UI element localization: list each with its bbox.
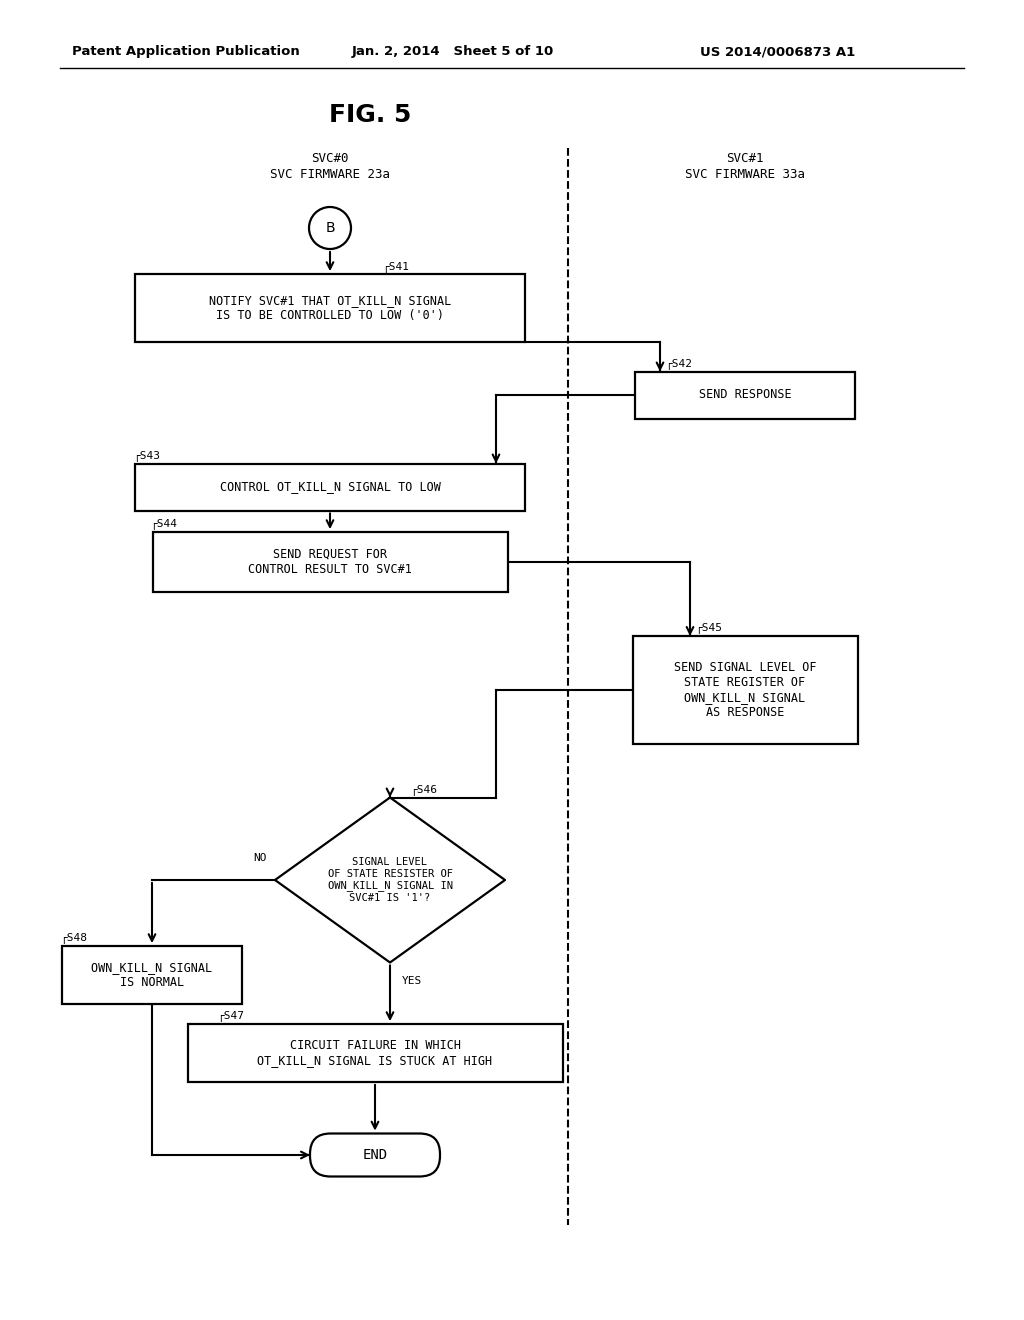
Text: ┌S45: ┌S45 xyxy=(695,623,722,634)
Text: SEND REQUEST FOR
CONTROL RESULT TO SVC#1: SEND REQUEST FOR CONTROL RESULT TO SVC#1 xyxy=(248,548,412,576)
Text: ┌S47: ┌S47 xyxy=(217,1011,245,1022)
Text: B: B xyxy=(326,220,335,235)
FancyBboxPatch shape xyxy=(310,1134,440,1176)
Bar xyxy=(635,371,855,418)
Text: US 2014/0006873 A1: US 2014/0006873 A1 xyxy=(700,45,855,58)
Bar xyxy=(153,532,508,591)
Bar xyxy=(62,946,242,1005)
Bar xyxy=(135,463,525,511)
Bar xyxy=(187,1024,562,1082)
Bar xyxy=(633,636,857,744)
Text: SEND RESPONSE: SEND RESPONSE xyxy=(698,388,792,401)
Text: NOTIFY SVC#1 THAT OT_KILL_N SIGNAL
IS TO BE CONTROLLED TO LOW ('0'): NOTIFY SVC#1 THAT OT_KILL_N SIGNAL IS TO… xyxy=(209,294,452,322)
Text: NO: NO xyxy=(254,853,267,863)
Text: Jan. 2, 2014   Sheet 5 of 10: Jan. 2, 2014 Sheet 5 of 10 xyxy=(352,45,554,58)
Text: ┌S48: ┌S48 xyxy=(60,933,87,944)
Text: SEND SIGNAL LEVEL OF
STATE REGISTER OF
OWN_KILL_N SIGNAL
AS RESPONSE: SEND SIGNAL LEVEL OF STATE REGISTER OF O… xyxy=(674,661,816,719)
Text: OWN_KILL_N SIGNAL
IS NORMAL: OWN_KILL_N SIGNAL IS NORMAL xyxy=(91,961,213,989)
Text: ┌S43: ┌S43 xyxy=(133,450,160,462)
Text: ┌S42: ┌S42 xyxy=(665,359,692,370)
Text: SVC#0: SVC#0 xyxy=(311,152,349,165)
Circle shape xyxy=(309,207,351,249)
Text: END: END xyxy=(362,1148,387,1162)
Text: SIGNAL LEVEL
OF STATE RESISTER OF
OWN_KILL_N SIGNAL IN
SVC#1 IS '1'?: SIGNAL LEVEL OF STATE RESISTER OF OWN_KI… xyxy=(328,857,453,903)
Text: CONTROL OT_KILL_N SIGNAL TO LOW: CONTROL OT_KILL_N SIGNAL TO LOW xyxy=(219,480,440,494)
Text: ┌S44: ┌S44 xyxy=(151,519,177,531)
Text: SVC FIRMWARE 33a: SVC FIRMWARE 33a xyxy=(685,169,805,181)
Text: CIRCUIT FAILURE IN WHICH
OT_KILL_N SIGNAL IS STUCK AT HIGH: CIRCUIT FAILURE IN WHICH OT_KILL_N SIGNA… xyxy=(257,1039,493,1067)
Text: SVC FIRMWARE 23a: SVC FIRMWARE 23a xyxy=(270,169,390,181)
Text: Patent Application Publication: Patent Application Publication xyxy=(72,45,300,58)
Text: FIG. 5: FIG. 5 xyxy=(329,103,412,127)
Text: YES: YES xyxy=(402,975,422,986)
Text: ┌S41: ┌S41 xyxy=(382,261,409,273)
Text: ┌S46: ┌S46 xyxy=(410,784,437,796)
Bar xyxy=(135,275,525,342)
Text: SVC#1: SVC#1 xyxy=(726,152,764,165)
